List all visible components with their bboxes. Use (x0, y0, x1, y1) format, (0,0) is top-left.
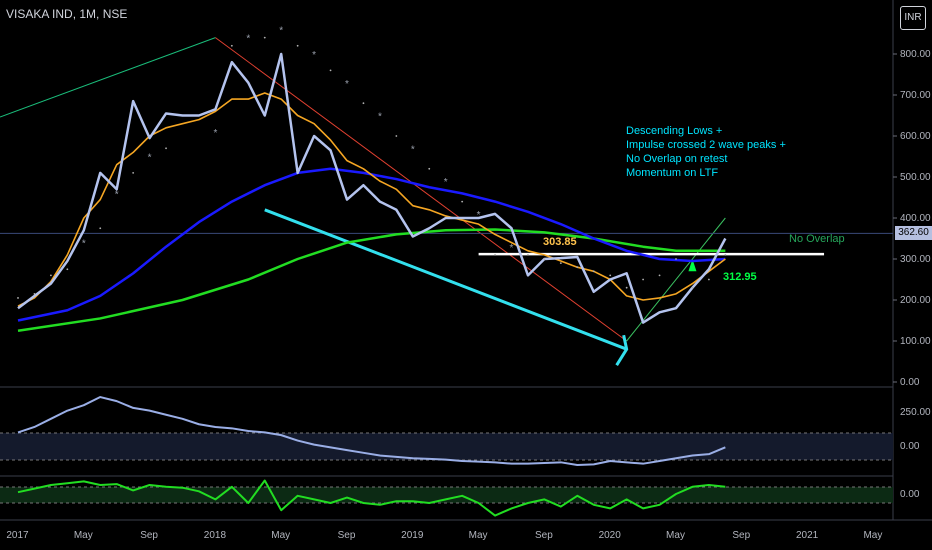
x-tick-label: May (271, 530, 290, 541)
psar-dot (165, 147, 167, 150)
psar-dot (66, 268, 69, 271)
y-tick-label: 400.00 (900, 213, 931, 224)
psar-dot (329, 69, 332, 72)
psar-dot (658, 274, 661, 277)
ema-mid-line (17, 167, 726, 322)
psar-dot (592, 270, 595, 273)
psar-dot (362, 102, 365, 105)
ema-fast-line (17, 92, 726, 307)
psar-star: * (510, 243, 514, 254)
x-tick-label: May (469, 530, 488, 541)
psar-star: * (115, 190, 119, 201)
x-tick-label: 2017 (6, 530, 29, 541)
y-tick-label: 300.00 (900, 254, 931, 265)
y-tick-label: 0.00 (900, 441, 920, 452)
y-tick-label: 800.00 (900, 49, 931, 60)
psar-dot (642, 278, 644, 281)
psar-star: * (148, 153, 152, 164)
x-tick-label: May (863, 530, 882, 541)
psar-dot (527, 254, 529, 256)
price-line (17, 52, 727, 324)
cyan-arrow-head (615, 334, 629, 366)
price-axis: 0.00 100.00 200.00 300.00 400.00 500.00 600.00… (893, 49, 931, 500)
psar-star: * (82, 239, 86, 250)
y-tick-label: 0.00 (900, 377, 920, 388)
psar-dot (576, 266, 579, 269)
psar-star: * (312, 50, 316, 61)
x-tick-label: May (74, 530, 93, 541)
time-axis: 2017 May Sep 2018 May Sep 2019 May Sep 2020 May Sep… (6, 530, 882, 541)
psar-star: * (411, 144, 415, 155)
note-line: Impulse crossed 2 wave peaks + (626, 139, 786, 151)
cyan-arrow-line (264, 208, 628, 351)
psar-dot (132, 172, 135, 174)
oscillator-2-line (17, 479, 726, 517)
currency-badge[interactable]: INR (900, 6, 926, 30)
level-label-lower: 312.95 (723, 271, 757, 283)
note-line: No Overlap on retest (626, 153, 728, 165)
level-label-upper: 303.85 (543, 236, 577, 248)
x-tick-label: Sep (535, 530, 553, 541)
x-tick-label: Sep (140, 530, 158, 541)
psar-dot (724, 254, 727, 256)
psar-dot (543, 258, 546, 260)
symbol-title[interactable]: VISAKA IND, 1M, NSE (6, 7, 128, 21)
x-tick-label: May (666, 530, 685, 541)
trend-line-down (215, 37, 627, 342)
psar-dot (609, 274, 612, 277)
analysis-note: Descending Lows + Impulse crossed 2 wave… (626, 124, 786, 180)
psar-star: * (444, 177, 448, 188)
y-tick-label: 250.00 (900, 407, 931, 418)
psar-dot (625, 286, 628, 289)
osc1-band (0, 433, 893, 460)
psar-dot (263, 36, 266, 39)
note-line: Descending Lows + (626, 125, 723, 137)
psar-dot (461, 200, 464, 203)
oscillator-1-line (17, 396, 726, 467)
psar-dot (691, 286, 694, 289)
x-tick-label: 2021 (796, 530, 819, 541)
y-tick-label: 0.00 (900, 489, 920, 500)
psar-dot (708, 278, 710, 281)
last-price-tag: 362.60 (895, 226, 932, 240)
psar-dot (17, 297, 19, 299)
x-tick-label: 2020 (599, 530, 622, 541)
psar-dot (494, 254, 496, 256)
psar-dot (99, 227, 102, 230)
note-line: Momentum on LTF (626, 167, 719, 179)
drawing-tools (0, 37, 893, 366)
impulse-line (626, 217, 726, 342)
x-tick-label: 2018 (204, 530, 227, 541)
y-tick-label: 100.00 (900, 336, 931, 347)
psar-dot (33, 292, 36, 295)
x-tick-label: Sep (732, 530, 750, 541)
price-series (17, 52, 727, 332)
psar-dot (230, 44, 233, 47)
trend-line-up (0, 37, 216, 118)
psar-dot (50, 274, 52, 277)
psar-dot (428, 167, 431, 170)
psar-dot (296, 44, 299, 47)
y-tick-label: 500.00 (900, 172, 931, 183)
y-tick-label: 700.00 (900, 90, 931, 101)
no-overlap-label: No Overlap (789, 233, 845, 245)
oscillator-panes (17, 396, 726, 517)
psar-dot (675, 258, 677, 260)
x-tick-label: Sep (338, 530, 356, 541)
psar-dot (395, 135, 398, 137)
psar-dot (559, 262, 562, 264)
green-arrow-up (688, 259, 697, 272)
psar-dots: * * * * * * * * * * * * * (17, 26, 727, 299)
y-tick-label: 200.00 (900, 295, 931, 306)
psar-star: * (246, 34, 250, 45)
psar-star: * (378, 112, 382, 123)
pane-separators (0, 0, 932, 521)
psar-star: * (477, 210, 481, 221)
psar-star: * (279, 26, 283, 37)
psar-star: * (213, 128, 217, 139)
y-tick-label: 600.00 (900, 131, 931, 142)
x-tick-label: 2019 (401, 530, 424, 541)
psar-star: * (345, 79, 349, 90)
